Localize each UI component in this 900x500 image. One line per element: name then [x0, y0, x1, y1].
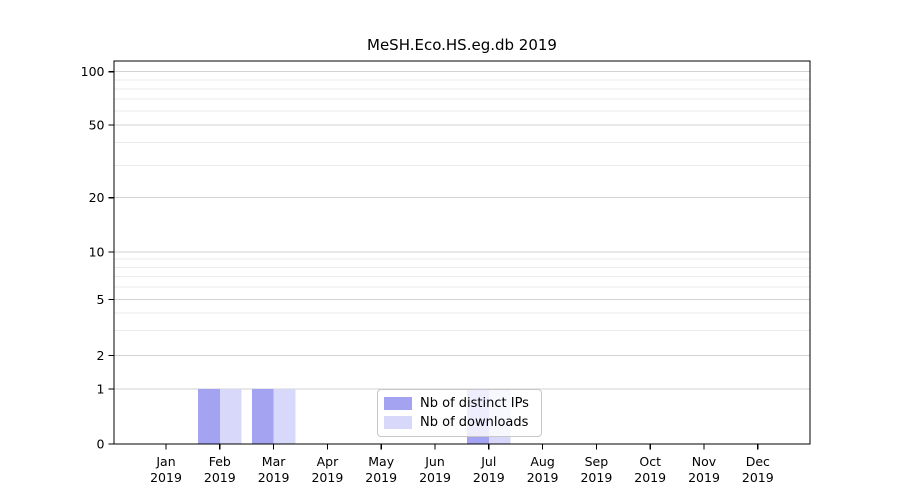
- x-tick-label-year: 2019: [742, 470, 774, 485]
- x-tick-label-month: Mar: [262, 454, 286, 469]
- legend-item-downloads: Nb of downloads: [384, 415, 533, 430]
- x-tick-label-year: 2019: [204, 470, 236, 485]
- legend-item-distinct-ips: Nb of distinct IPs: [384, 396, 533, 411]
- x-tick-label-month: Dec: [746, 454, 770, 469]
- bar-feb-downloads: [219, 389, 242, 444]
- x-tick-label-year: 2019: [258, 470, 290, 485]
- x-tick-label-month: Jun: [424, 454, 445, 469]
- x-tick-label-year: 2019: [311, 470, 343, 485]
- chart-title: MeSH.Eco.HS.eg.db 2019: [367, 36, 557, 54]
- legend: Nb of distinct IPs Nb of downloads: [377, 389, 542, 437]
- x-tick-label-year: 2019: [365, 470, 397, 485]
- bar-mar-downloads: [273, 389, 296, 444]
- bar-feb-distinct-ips: [198, 389, 220, 444]
- y-tick-label: 2: [97, 348, 105, 363]
- x-tick-label-month: Jan: [155, 454, 175, 469]
- x-tick-label-year: 2019: [580, 470, 612, 485]
- y-tick-label: 0: [97, 437, 105, 452]
- x-tick-label-year: 2019: [634, 470, 666, 485]
- y-tick-label: 1: [97, 382, 105, 397]
- x-tick-label-year: 2019: [419, 470, 451, 485]
- x-tick-label-month: Oct: [639, 454, 661, 469]
- x-tick-label-month: May: [368, 454, 394, 469]
- x-tick-label-year: 2019: [150, 470, 182, 485]
- x-tick-label-year: 2019: [473, 470, 505, 485]
- y-tick-label: 100: [81, 64, 105, 79]
- x-tick-label-year: 2019: [527, 470, 559, 485]
- legend-label-distinct-ips: Nb of distinct IPs: [420, 396, 529, 411]
- bar-mar-distinct-ips: [251, 389, 274, 444]
- legend-swatch-downloads: [384, 416, 412, 429]
- legend-swatch-distinct-ips: [384, 397, 412, 410]
- x-tick-label-month: Apr: [317, 454, 339, 469]
- x-tick-label-month: Nov: [692, 454, 717, 469]
- x-tick-label-month: Sep: [585, 454, 609, 469]
- y-tick-label: 20: [89, 190, 105, 205]
- legend-label-downloads: Nb of downloads: [420, 415, 529, 430]
- x-tick-label-month: Jul: [480, 454, 496, 469]
- x-tick-label-month: Aug: [530, 454, 554, 469]
- y-tick-label: 10: [89, 245, 105, 260]
- x-tick-label-year: 2019: [688, 470, 720, 485]
- x-tick-label-month: Feb: [209, 454, 231, 469]
- y-tick-label: 50: [89, 118, 105, 133]
- y-tick-label: 5: [97, 292, 105, 307]
